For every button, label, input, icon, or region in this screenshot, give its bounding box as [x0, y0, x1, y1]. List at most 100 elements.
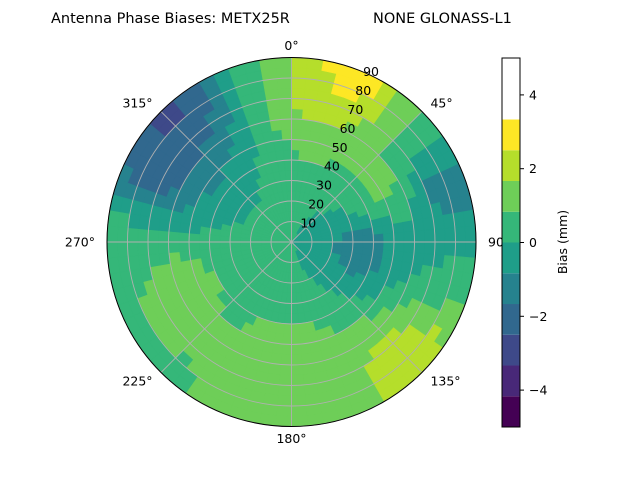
field-cell: [219, 241, 231, 249]
field-cell: [178, 250, 191, 262]
field-cell: [412, 218, 425, 232]
field-cell: [454, 226, 467, 243]
field-cell: [116, 241, 129, 258]
field-cell: [209, 247, 222, 257]
field-cell: [277, 384, 292, 397]
field-cell: [284, 169, 292, 182]
field-cell: [291, 384, 306, 397]
polar-frame: [106, 57, 477, 427]
colorbar-band: [502, 211, 520, 243]
field-cell: [291, 108, 304, 120]
field-cell: [362, 241, 374, 250]
field-cell: [286, 190, 292, 202]
field-cell: [275, 67, 292, 79]
field-cell: [107, 241, 119, 259]
field-cell: [444, 241, 456, 257]
field-cell: [413, 230, 426, 243]
field-cell: [198, 233, 211, 243]
field-cell: [372, 241, 385, 251]
field-cell: [291, 415, 308, 427]
colorbar-tick-label: 4: [529, 87, 537, 102]
colorbar-band: [502, 150, 520, 181]
field-cell: [285, 180, 292, 192]
field-cell: [291, 272, 296, 284]
colorbar-band: [502, 365, 520, 397]
field-cell: [300, 342, 312, 355]
field-cell: [371, 225, 384, 236]
field-cell: [291, 57, 308, 69]
angular-tick-label: 270°: [65, 235, 95, 250]
colorbar-band: [502, 304, 520, 335]
field-cell: [281, 343, 292, 356]
field-cell: [301, 108, 315, 122]
field-cell: [291, 149, 300, 161]
colorbar-band: [502, 273, 520, 305]
field-cell: [302, 98, 317, 112]
field-cell: [383, 241, 395, 252]
field-cell: [291, 343, 302, 356]
field-cell: [127, 241, 139, 257]
field-cell: [158, 252, 171, 266]
field-cell: [148, 216, 161, 231]
field-cell: [291, 77, 307, 90]
angular-tick-label: 135°: [430, 373, 460, 388]
field-cell: [282, 333, 292, 345]
field-cell: [291, 67, 308, 79]
field-cell: [291, 323, 300, 335]
field-cell: [412, 252, 425, 266]
field-cell: [422, 253, 435, 268]
field-cell: [423, 241, 436, 255]
field-cell: [275, 415, 292, 427]
field-cell: [116, 226, 129, 243]
colorbar-tick-label: 0: [529, 235, 537, 250]
field-cell: [275, 405, 292, 417]
field-cell: [423, 229, 436, 243]
field-cell: [268, 108, 282, 122]
field-cell: [107, 225, 119, 243]
angular-gridline: [291, 111, 423, 243]
field-cell: [362, 234, 374, 243]
field-cell: [291, 313, 299, 325]
field-cell: [291, 87, 306, 100]
field-cell: [168, 241, 180, 254]
field-cell: [276, 394, 292, 407]
field-cell: [403, 230, 415, 243]
colorbar-band: [502, 119, 520, 151]
field-cell: [158, 218, 171, 232]
colorbar-tick-label: −4: [529, 383, 547, 398]
field-cell: [189, 249, 201, 261]
field-cell: [291, 98, 305, 110]
colorbar-label: Bias (mm): [555, 210, 570, 274]
field-cell: [188, 232, 200, 243]
field-cell: [297, 312, 307, 325]
field-cell: [321, 238, 333, 243]
field-cell: [291, 292, 298, 304]
field-cell: [278, 98, 292, 110]
field-cell: [239, 241, 251, 247]
colorbar-band: [502, 242, 520, 274]
radial-tick-label: 40: [324, 159, 340, 174]
chart-title-left: Antenna Phase Biases: METX25R: [51, 11, 290, 27]
field-cell: [280, 118, 292, 130]
field-cell: [209, 234, 221, 243]
colorbar-band: [502, 180, 520, 212]
field-cell: [178, 241, 190, 253]
angular-tick-label: 0°: [284, 38, 298, 53]
field-cell: [147, 241, 160, 255]
field-cell: [291, 374, 305, 386]
field-cell: [291, 364, 304, 376]
field-cell: [137, 228, 149, 243]
angular-tick-label: 225°: [122, 373, 152, 388]
field-cell: [291, 394, 307, 407]
field-cell: [413, 241, 426, 254]
field-cell: [422, 216, 435, 231]
field-cell: [383, 232, 395, 243]
field-cell: [137, 241, 149, 256]
field-cell: [209, 241, 221, 250]
field-cell: [284, 159, 292, 171]
radial-tick-label: 80: [355, 83, 371, 98]
field-cell: [281, 128, 292, 141]
radial-tick-label: 70: [347, 102, 363, 117]
field-cell: [283, 149, 292, 161]
angular-gridline: [160, 111, 292, 243]
